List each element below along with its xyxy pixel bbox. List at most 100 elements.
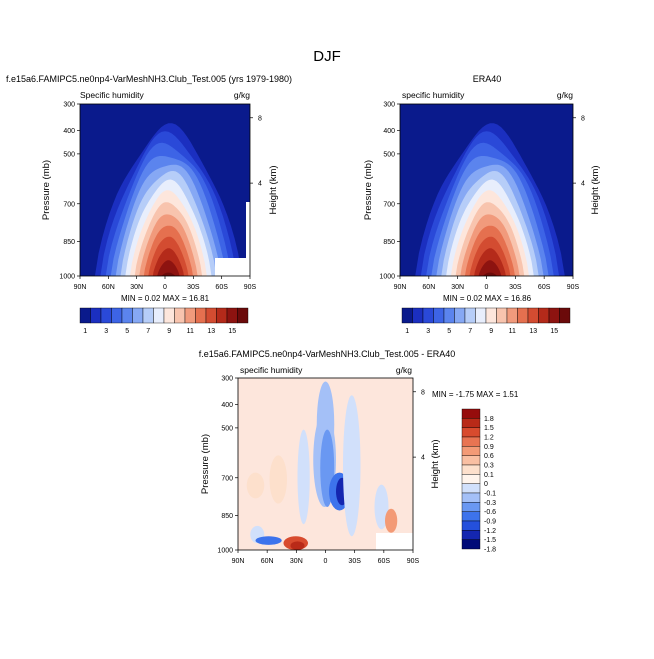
diff-colorbar-label: -0.1 bbox=[484, 491, 496, 498]
diff-colorbar-label: 1.2 bbox=[484, 435, 494, 442]
panel-model-units: g/kg bbox=[234, 90, 250, 100]
colorbar-box bbox=[475, 307, 487, 324]
colorbar-label: 13 bbox=[529, 328, 537, 335]
diff-colorbar-box bbox=[461, 474, 481, 484]
xtick-label-model: 30S bbox=[187, 284, 200, 291]
xtick-label-model: 60N bbox=[102, 284, 115, 291]
panel-era-units: g/kg bbox=[557, 90, 573, 100]
panel-diff-title: f.e15a6.FAMIPC5.ne0np4-VarMeshNH3.Club_T… bbox=[199, 349, 455, 359]
colorbar-box bbox=[433, 307, 445, 324]
ytick-label-era: 500 bbox=[383, 151, 395, 158]
diff-colorbar-box bbox=[461, 539, 481, 550]
colorbar-box bbox=[111, 307, 123, 324]
ytick-label-model: 1000 bbox=[59, 274, 75, 281]
diff-colorbar-box bbox=[461, 483, 481, 494]
ytick-label-model: 850 bbox=[63, 239, 75, 246]
ytick-label-diff: 500 bbox=[221, 425, 233, 432]
diff-colorbar-label: -0.9 bbox=[484, 519, 496, 526]
panel-era-left-label: specific humidity bbox=[402, 90, 465, 100]
panel-era-minmax: MIN = 0.02 MAX = 16.86 bbox=[443, 294, 532, 303]
ytick-label-era: 700 bbox=[383, 201, 395, 208]
diff-colorbar-label: -1.8 bbox=[484, 547, 496, 554]
panel-model: f.e15a6.FAMIPC5.ne0np4-VarMeshNH3.Club_T… bbox=[6, 74, 292, 335]
colorbar-box bbox=[132, 307, 144, 324]
ytick-label-diff: 300 bbox=[221, 376, 233, 383]
diff-colorbar-box bbox=[461, 427, 481, 438]
panel-era-ylabel: Pressure (mb) bbox=[363, 160, 374, 220]
diff-contour-6 bbox=[297, 429, 310, 525]
diff-contour-12 bbox=[385, 508, 398, 533]
xtick-label-model: 60S bbox=[215, 284, 228, 291]
diff-colorbar-box bbox=[461, 436, 481, 447]
panel-era-title: ERA40 bbox=[473, 74, 502, 84]
panel-model-minmax: MIN = 0.02 MAX = 16.81 bbox=[121, 294, 210, 303]
diff-colorbar-box bbox=[461, 464, 481, 475]
panel-era-colorbar: 1 3 5 7 9 11 13 15 bbox=[401, 307, 571, 335]
colorbar-box bbox=[538, 307, 550, 324]
panel-diff-xticks: 90N 60N 30N 0 30S 60S 90S bbox=[232, 550, 420, 565]
panel-diff-yticks: 300 400 500 700 850 1000 bbox=[217, 376, 238, 555]
ytick-label-model: 300 bbox=[63, 102, 75, 109]
panel-model-contours bbox=[94, 123, 242, 276]
panel-era: ERA40 specific humidity g/kg 30040050070… bbox=[363, 74, 601, 335]
xtick-label-era: 90N bbox=[394, 284, 407, 291]
colorbar-box bbox=[485, 307, 497, 324]
colorbar-box bbox=[401, 307, 413, 324]
colorbar-box bbox=[100, 307, 112, 324]
colorbar-box bbox=[496, 307, 508, 324]
xtick-label-era: 30N bbox=[451, 284, 464, 291]
colorbar-box bbox=[174, 307, 186, 324]
colorbar-label: 3 bbox=[104, 328, 108, 335]
diff-colorbar-label: 0.3 bbox=[484, 463, 494, 470]
xtick-label-diff: 60S bbox=[378, 558, 391, 565]
main-title: DJF bbox=[313, 48, 341, 65]
diff-contour-11 bbox=[290, 541, 305, 550]
height-tick-label-diff: 4 bbox=[421, 455, 425, 462]
ytick-label-diff: 1000 bbox=[217, 548, 233, 555]
diff-colorbar-box bbox=[461, 408, 481, 419]
colorbar-box bbox=[506, 307, 518, 324]
xtick-label-model: 30N bbox=[130, 284, 143, 291]
colorbar-box bbox=[184, 307, 196, 324]
contour-level-15 bbox=[483, 272, 497, 276]
xtick-label-era: 60N bbox=[422, 284, 435, 291]
panel-model-left-label: Specific humidity bbox=[80, 90, 145, 100]
xtick-label-diff: 60N bbox=[261, 558, 274, 565]
colorbar-label: 3 bbox=[426, 328, 430, 335]
diff-colorbar-label: 0 bbox=[484, 481, 488, 488]
height-tick-label-model: 8 bbox=[258, 115, 262, 122]
diff-colorbar-box bbox=[461, 502, 481, 512]
colorbar-box bbox=[454, 307, 466, 324]
panel-model-y2label: Height (km) bbox=[268, 165, 279, 214]
panel-diff-ylabel: Pressure (mb) bbox=[200, 434, 211, 494]
colorbar-label: 1 bbox=[83, 328, 87, 335]
diff-contour-13 bbox=[269, 455, 287, 504]
height-tick-label-diff: 8 bbox=[421, 389, 425, 396]
colorbar-label: 11 bbox=[509, 328, 516, 335]
colorbar-label: 13 bbox=[207, 328, 215, 335]
colorbar-box bbox=[153, 307, 165, 324]
ytick-label-diff: 400 bbox=[221, 402, 233, 409]
diff-contour-7 bbox=[374, 484, 389, 530]
panel-model-title: f.e15a6.FAMIPC5.ne0np4-VarMeshNH3.Club_T… bbox=[6, 74, 292, 84]
colorbar-box bbox=[163, 307, 175, 324]
panel-diff: f.e15a6.FAMIPC5.ne0np4-VarMeshNH3.Club_T… bbox=[199, 349, 519, 565]
ytick-label-diff: 700 bbox=[221, 475, 233, 482]
panel-era-y2label: Height (km) bbox=[590, 165, 601, 214]
diff-contour-9 bbox=[255, 536, 282, 545]
colorbar-box bbox=[517, 307, 529, 324]
panel-era-yticks: 300 400 500 700 850 1000 bbox=[379, 102, 400, 281]
colorbar-box bbox=[237, 307, 249, 324]
diff-colorbar-box bbox=[461, 492, 481, 503]
ytick-label-era: 300 bbox=[383, 102, 395, 109]
ytick-label-era: 1000 bbox=[379, 274, 395, 281]
xtick-label-diff: 90N bbox=[232, 558, 245, 565]
xtick-label-model: 90S bbox=[244, 284, 257, 291]
xtick-label-model: 90N bbox=[74, 284, 87, 291]
contour-level-15 bbox=[161, 272, 176, 276]
colorbar-box bbox=[548, 307, 560, 324]
panel-model-height-ticks: 84 bbox=[250, 115, 262, 188]
colorbar-box bbox=[142, 307, 154, 324]
colorbar-label: 9 bbox=[167, 328, 171, 335]
